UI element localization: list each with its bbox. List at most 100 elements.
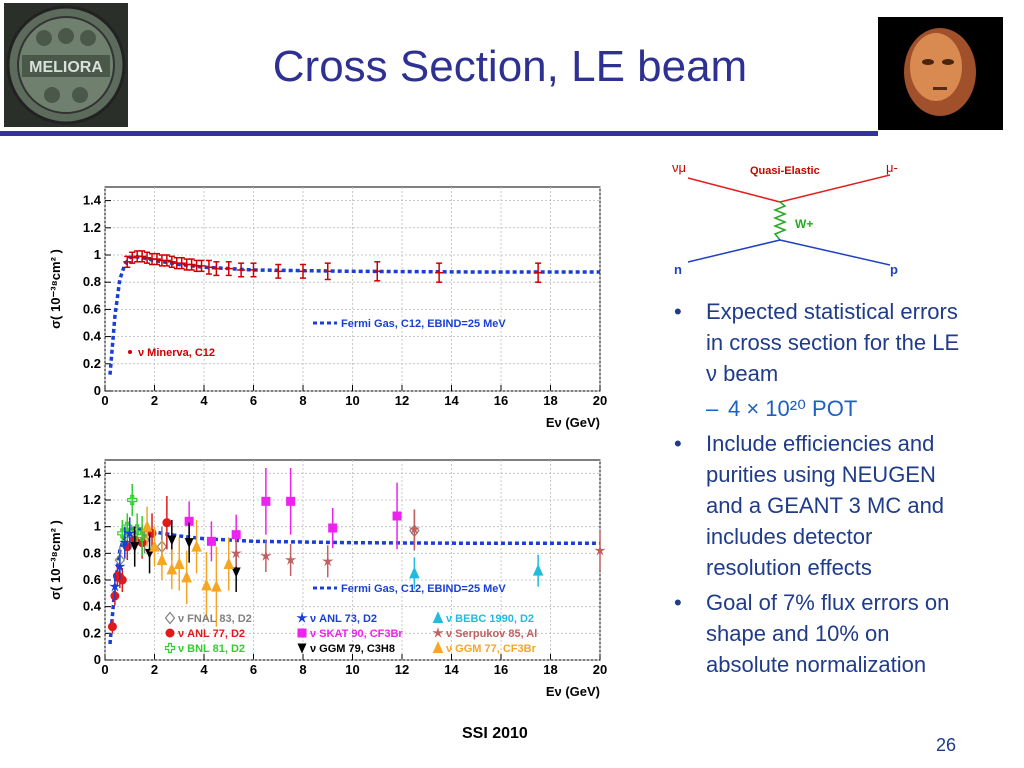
x-tick-label: 2: [151, 393, 158, 408]
data-point: [124, 527, 136, 539]
y-tick-label: 0.2: [83, 625, 101, 640]
data-point: [211, 579, 222, 592]
bullet-dot: •: [674, 299, 682, 324]
data-point: [297, 628, 307, 638]
y-tick-label: 1.2: [83, 220, 101, 235]
neutron-label: n: [674, 262, 682, 277]
series-legend-label: ν SKAT 90, CF3Br: [310, 628, 403, 640]
feynman-diagram: Quasi-Elastic νμ μ- W+ n p: [672, 160, 898, 277]
data-point: [261, 496, 271, 506]
data-point: [109, 580, 121, 592]
fit-legend-label: Fermi Gas, C12, EBIND=25 MeV: [341, 583, 506, 595]
data-point: [191, 539, 202, 552]
data-point: [119, 536, 131, 548]
y-tick-label: 0: [94, 652, 101, 667]
series-legend-label: ν Serpukov 85, Al: [446, 628, 537, 640]
series-legend-label: ν ANL 73, D2: [310, 613, 377, 625]
muon-label: μ-: [886, 160, 898, 175]
data-point: [184, 516, 194, 526]
x-axis-label: Eν (GeV): [546, 684, 600, 699]
data-point: [432, 611, 444, 623]
data-point: [164, 611, 176, 625]
bullet-item: • Goal of 7% flux errors on shape and 10…: [670, 587, 970, 680]
series-legend-label: ν GGM 79, C3H8: [310, 643, 395, 655]
y-axis-label: σ( 10⁻³⁸cm² ): [48, 249, 63, 329]
x-tick-label: 10: [345, 662, 359, 677]
y-tick-label: 1: [94, 247, 101, 262]
x-tick-label: 14: [444, 393, 459, 408]
series-7: [230, 509, 606, 578]
bullet-item: • Expected statistical errors in cross s…: [670, 296, 970, 389]
series-legend-label: ν BNL 81, D2: [178, 643, 245, 655]
series-legend-label: ν FNAL 83, D2: [178, 613, 252, 625]
data-point: [231, 530, 241, 540]
proton-label: p: [890, 262, 898, 277]
data-point: [181, 570, 192, 583]
data-point: [392, 511, 402, 521]
y-tick-label: 0.4: [83, 329, 102, 344]
series-legend-label: ν GGM 77, CF3Br: [446, 643, 537, 655]
quasi-elastic-label: Quasi-Elastic: [750, 165, 820, 177]
x-tick-label: 12: [395, 662, 409, 677]
x-tick-label: 20: [593, 662, 607, 677]
data-point: [328, 523, 338, 533]
x-tick-label: 6: [250, 662, 257, 677]
series-4: [184, 468, 402, 562]
data-point: [231, 567, 241, 578]
meliora-logo: MELIORA: [4, 3, 128, 127]
footer-text: SSI 2010: [462, 725, 528, 742]
neutrino-label: νμ: [672, 160, 686, 175]
slide-title: Cross Section, LE beam: [272, 42, 748, 91]
bullet-dot: •: [674, 590, 682, 615]
series-legend-label: ν BEBC 1990, D2: [446, 613, 534, 625]
y-tick-label: 0.6: [83, 572, 101, 587]
x-tick-label: 18: [543, 662, 557, 677]
data-point: [114, 560, 126, 572]
y-axis-label: σ( 10⁻³⁸cm² ): [48, 520, 63, 600]
x-tick-label: 6: [250, 393, 257, 408]
w-boson-label: W+: [795, 217, 813, 231]
x-axis-label: Eν (GeV): [546, 415, 600, 430]
y-tick-label: 1: [94, 519, 101, 534]
series-legend-label: ν Minerva, C12: [138, 347, 215, 359]
data-point: [165, 628, 175, 638]
data-point: [532, 563, 544, 576]
data-point: [284, 554, 297, 565]
title-rule: [0, 131, 878, 136]
data-point: [107, 622, 117, 632]
page-number: 26: [936, 735, 957, 755]
y-tick-label: 1.2: [83, 492, 101, 507]
y-tick-label: 0.2: [83, 356, 101, 371]
data-point: [201, 578, 212, 591]
data-point: [173, 557, 185, 569]
data-point: [156, 553, 168, 565]
x-tick-label: 0: [101, 662, 108, 677]
x-tick-label: 4: [200, 662, 208, 677]
y-tick-label: 0.4: [83, 599, 102, 614]
data-point: [127, 494, 138, 506]
data-point: [122, 521, 133, 532]
series-3: [109, 517, 136, 600]
x-tick-label: 18: [543, 393, 557, 408]
bullet-list: • Expected statistical errors in cross s…: [670, 296, 970, 684]
data-point: [230, 547, 242, 559]
fermi-gas-curve: [108, 254, 600, 375]
y-tick-label: 0.8: [83, 274, 101, 289]
data-point: [149, 539, 160, 552]
cross-section-world-data-chart: 0 2 4 6 8 10 12 14 16 18 20 0 0.2 0.4 0.6 0.8 1 1.2 1.4 σ( …: [48, 459, 607, 699]
x-tick-label: 8: [299, 393, 306, 408]
series-6: [409, 554, 544, 590]
data-point: [408, 523, 421, 535]
sculpture-photo: [878, 17, 1003, 130]
data-point: [432, 641, 444, 653]
data-point: [206, 536, 216, 546]
data-point: [409, 566, 420, 579]
y-tick-label: 0.8: [83, 545, 101, 560]
data-point: [286, 496, 296, 506]
x-tick-label: 16: [494, 662, 508, 677]
x-tick-label: 0: [101, 393, 108, 408]
data-point: [223, 557, 235, 569]
x-tick-label: 8: [299, 662, 306, 677]
bullet-dot: •: [674, 431, 682, 456]
data-point: [322, 555, 334, 567]
